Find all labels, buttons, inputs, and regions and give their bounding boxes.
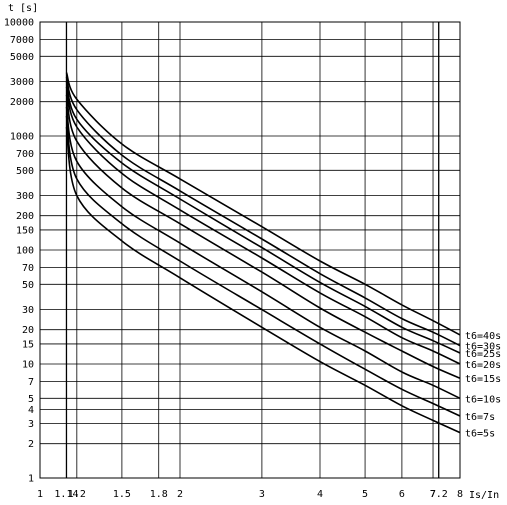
y-tick-label: 3: [28, 419, 34, 430]
x-axis-label: Is/In: [469, 490, 499, 501]
series-line-1: [65, 76, 461, 347]
series-label: t6=15s: [465, 374, 501, 385]
x-tick-label: 2: [177, 489, 183, 500]
plot-frame: [39, 21, 461, 479]
series-label: t6=30s: [465, 342, 501, 353]
x-tick-label: 1.2: [68, 489, 86, 500]
x-tick-label: 1.14: [54, 489, 78, 500]
y-tick-label: 2: [28, 439, 34, 450]
x-tick-label: 6: [399, 489, 405, 500]
y-tick-label: 10000: [4, 18, 34, 29]
y-tick-label: 7000: [10, 35, 34, 46]
y-tick-label: 300: [16, 191, 34, 202]
x-tick-label: 8: [457, 489, 463, 500]
x-tick-label: 1: [37, 489, 43, 500]
y-tick-label: 30: [22, 305, 34, 316]
y-tick-label: 200: [16, 211, 34, 222]
y-tick-labels: 1 2 3 45 7 10 15 20 30 50 70 100 150 200 300 500 700 1000…: [4, 18, 34, 485]
y-tick-label: 5000: [10, 52, 34, 63]
x-tick-label: 5: [362, 489, 368, 500]
y-tick-label: 70: [22, 263, 34, 274]
series-label: t6=40s: [465, 331, 501, 342]
series-line-5: [65, 106, 461, 400]
series-label: t6=5s: [465, 429, 495, 440]
y-tick-label: 500: [16, 166, 34, 177]
series-line-2: [65, 81, 461, 354]
y-tick-label: 1000: [10, 132, 34, 143]
series-line-3: [65, 86, 461, 365]
series-line-7: [65, 126, 461, 434]
y-tick-label: 100: [16, 246, 34, 257]
x-tick-label: 1.8: [150, 489, 168, 500]
x-tick-label: 7.2: [430, 489, 448, 500]
y-tick-label: 5: [28, 394, 34, 405]
x-tick-label: 7: [430, 489, 436, 500]
grid: [39, 21, 461, 479]
series-label: t6=25s: [465, 349, 501, 360]
series-label: t6=20s: [465, 360, 501, 371]
series-line-6: [65, 115, 461, 417]
y-tick-label: 150: [16, 225, 34, 236]
x-tick-labels: 1 1.141.2 1.5 1.8 2 3 4 5 6 77.2 8: [37, 489, 463, 500]
y-tick-label: 700: [16, 149, 34, 160]
y-tick-label: 1: [28, 474, 34, 485]
y-tick-label: 10: [22, 360, 34, 371]
x-tick-label: 4: [317, 489, 323, 500]
curves: [65, 72, 461, 434]
y-tick-label: 50: [22, 280, 34, 291]
y-axis-label: t [s]: [8, 3, 38, 14]
y-tick-label: 3000: [10, 77, 34, 88]
series-label: t6=10s: [465, 394, 501, 405]
y-tick-label: 15: [22, 339, 34, 350]
series-label: t6=7s: [465, 412, 495, 423]
series-line-4: [65, 94, 461, 379]
y-tick-label: 20: [22, 325, 34, 336]
series-line-0: [65, 72, 461, 336]
y-tick-label: 2000: [10, 97, 34, 108]
y-tick-label: 4: [28, 405, 34, 416]
y-tick-label: 7: [28, 377, 34, 388]
x-tick-label: 1.5: [113, 489, 131, 500]
x-tick-label: 3: [259, 489, 265, 500]
